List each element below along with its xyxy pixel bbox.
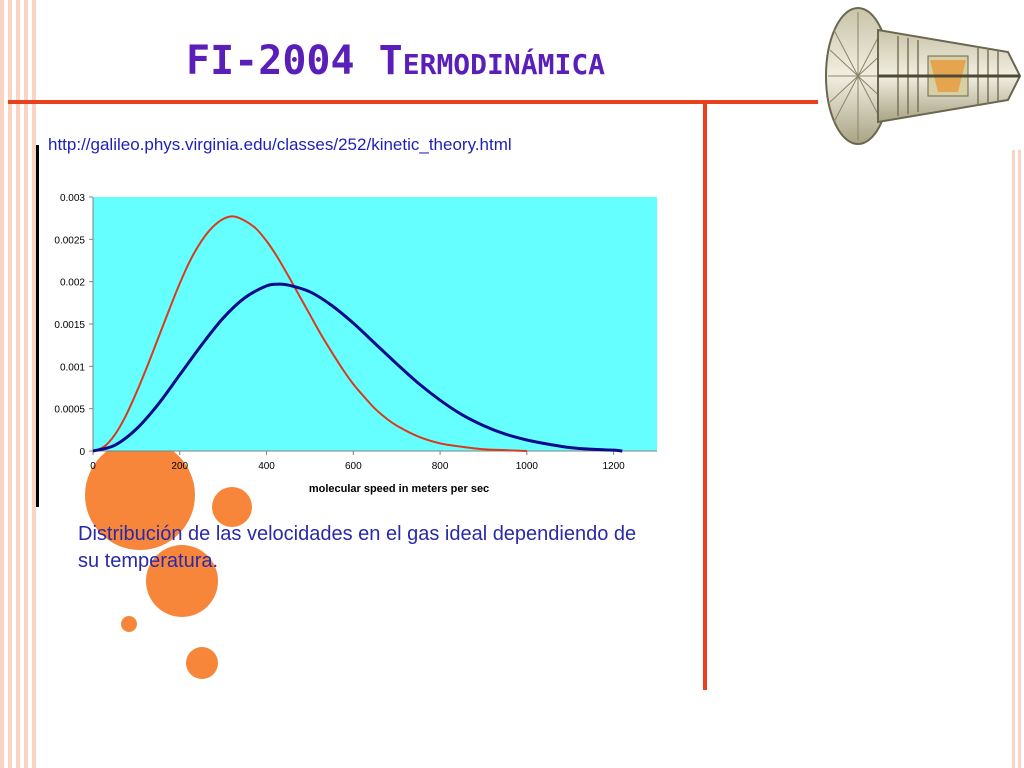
series-line-low-temperature [92, 215, 527, 452]
y-tick-label: 0.0025 [54, 235, 85, 246]
source-link[interactable]: http://galileo.phys.virginia.edu/classes… [48, 135, 512, 154]
y-tick-label: 0 [79, 447, 85, 458]
chart-frame-bar [36, 145, 39, 507]
y-tick-label: 0.0015 [54, 320, 85, 331]
y-tick-label: 0.001 [60, 362, 85, 373]
decor-circle-large [85, 440, 195, 550]
title-underline [8, 100, 818, 104]
x-tick-label: 1000 [516, 461, 539, 472]
decor-circle-small [212, 487, 252, 527]
turbine-engine-illustration [825, 7, 1022, 145]
x-tick-label: 400 [258, 461, 275, 472]
slide-title: FI-2004 Termodinámica [186, 38, 606, 84]
decor-circle-tiny [121, 616, 137, 632]
slide-caption: Distribución de las velocidades en el ga… [78, 523, 637, 572]
content-divider [703, 100, 707, 690]
speed-distribution-chart: 0 0.0005 0.001 0.0015 0.002 0.0025 0.003 0 200 4… [54, 193, 657, 495]
x-tick-label: 1200 [602, 461, 625, 472]
x-tick-label: 800 [432, 461, 449, 472]
x-axis-label: molecular speed in meters per sec [309, 483, 489, 495]
decor-circle-medium [146, 545, 218, 617]
y-tick-label: 0.003 [60, 193, 85, 204]
right-stripe-decoration [1012, 150, 1024, 768]
left-stripe-decoration [0, 0, 36, 768]
y-tick-label: 0.002 [60, 278, 85, 289]
y-tick-label: 0.0005 [54, 405, 85, 416]
plot-area [93, 197, 657, 451]
x-tick-label: 600 [345, 461, 362, 472]
decor-circle-small-2 [186, 647, 218, 679]
series-line-high-temperature [92, 282, 623, 453]
x-tick-label: 0 [90, 461, 96, 472]
x-tick-label: 200 [171, 461, 188, 472]
